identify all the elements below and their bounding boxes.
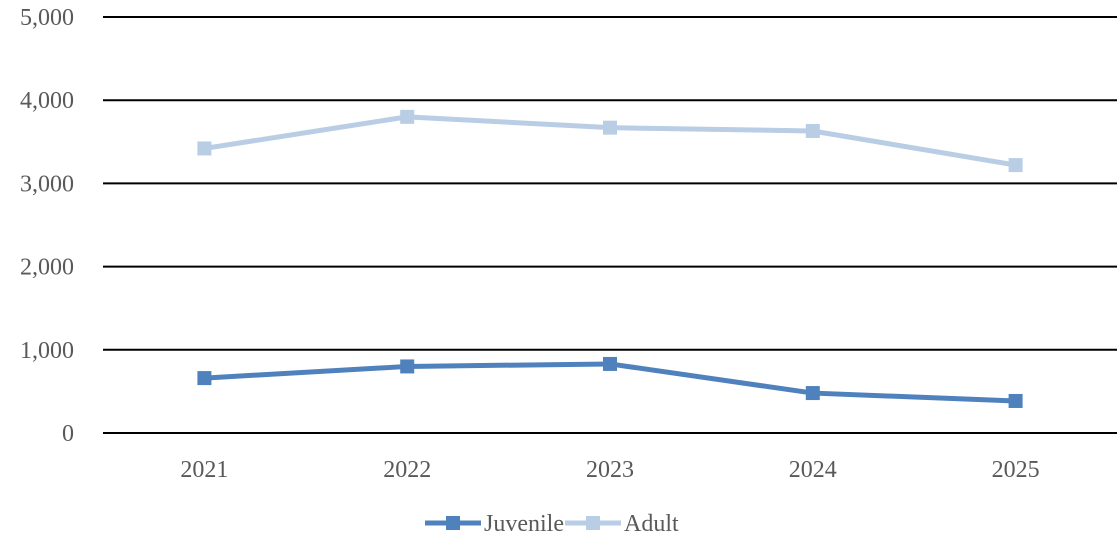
data-point-juvenile-2021 (197, 371, 211, 385)
legend-entry-adult: Adult (565, 511, 679, 537)
y-tick-label-4000: 4,000 (20, 88, 74, 114)
y-axis-tick-labels: 0 1,000 2,000 3,000 4,000 5,000 (20, 5, 74, 447)
data-point-adult-2022 (400, 110, 414, 124)
legend-label-juvenile: Juvenile (484, 511, 564, 537)
x-tick-label-2022: 2022 (383, 457, 431, 483)
series-juvenile (197, 357, 1022, 408)
data-point-juvenile-2022 (400, 359, 414, 373)
legend-marker-juvenile (446, 516, 460, 530)
y-tick-label-2000: 2,000 (20, 255, 74, 281)
legend-marker-adult (586, 516, 600, 530)
x-tick-label-2024: 2024 (789, 457, 837, 483)
x-tick-label-2023: 2023 (586, 457, 634, 483)
y-tick-label-3000: 3,000 (20, 171, 74, 197)
data-point-adult-2023 (603, 121, 617, 135)
data-point-juvenile-2023 (603, 357, 617, 371)
data-point-juvenile-2024 (806, 386, 820, 400)
legend: Juvenile Adult (425, 511, 679, 537)
y-tick-label-5000: 5,000 (20, 5, 74, 31)
data-point-adult-2021 (197, 141, 211, 155)
data-point-adult-2024 (806, 124, 820, 138)
x-tick-label-2025: 2025 (992, 457, 1040, 483)
series-adult (197, 110, 1022, 172)
series-lines (197, 110, 1022, 408)
data-point-adult-2025 (1009, 158, 1023, 172)
y-tick-label-1000: 1,000 (20, 338, 74, 364)
x-axis-tick-labels: 2021 2022 2023 2024 2025 (180, 457, 1039, 483)
legend-entry-juvenile: Juvenile (425, 511, 564, 537)
data-point-juvenile-2025 (1009, 394, 1023, 408)
x-tick-label-2021: 2021 (180, 457, 228, 483)
y-tick-label-0: 0 (62, 421, 74, 447)
legend-label-adult: Adult (624, 511, 679, 537)
